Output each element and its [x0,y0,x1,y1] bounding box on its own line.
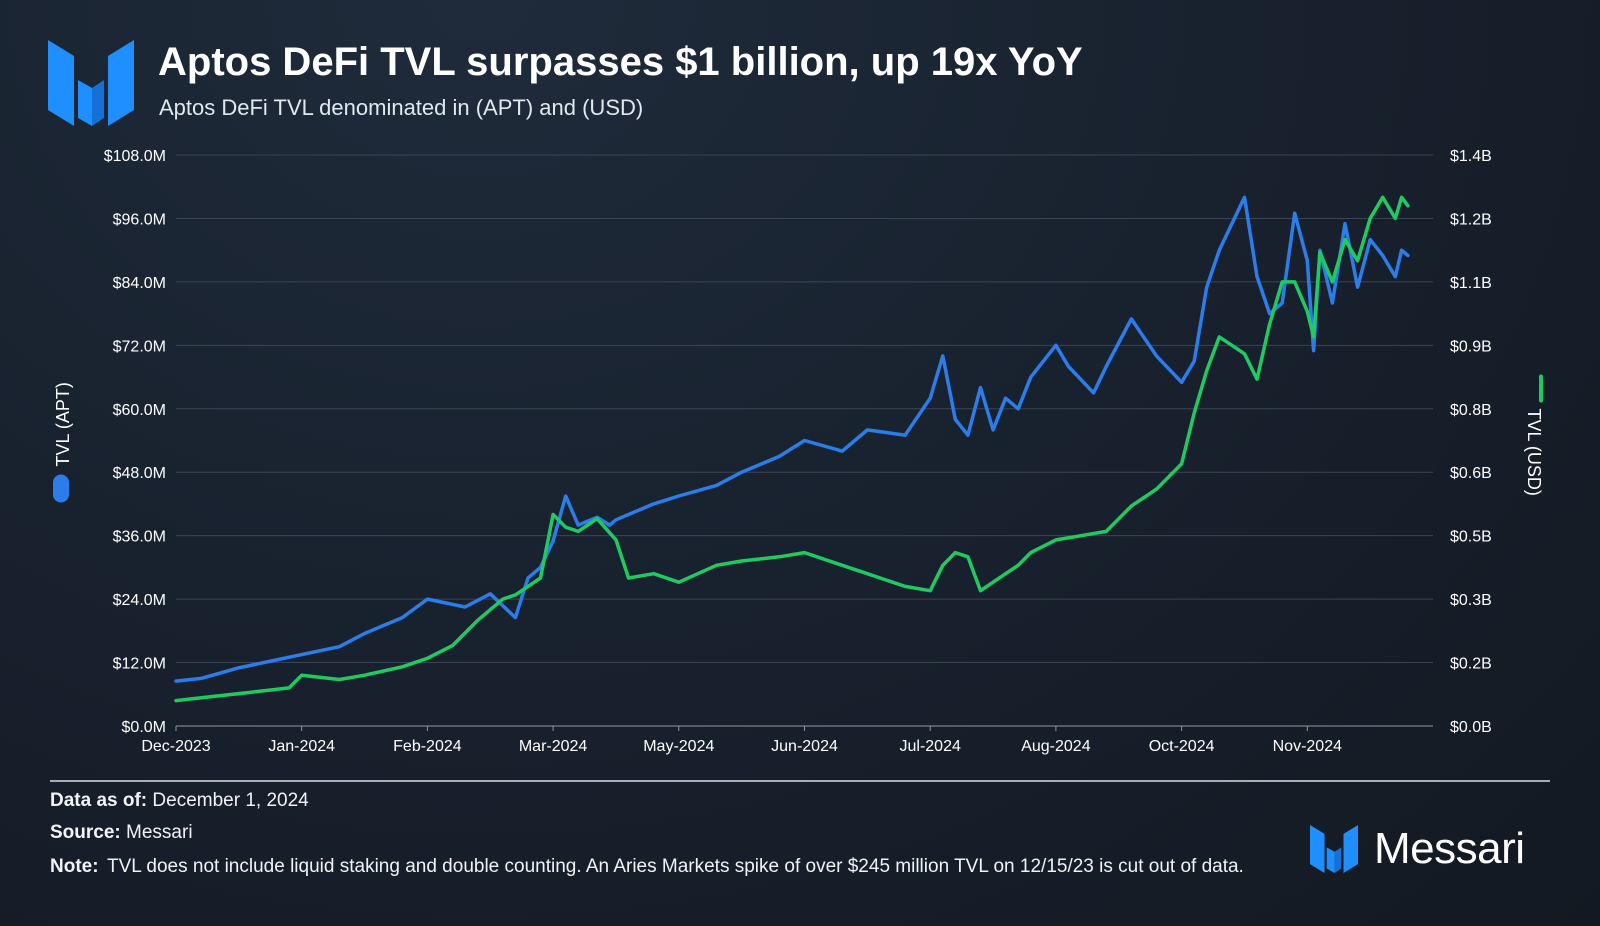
y-left-axis-title: TVL (APT) [53,382,73,503]
y-left-tick-label: $60.0M [113,402,166,419]
y-right-tick-label: $0.8B [1450,402,1492,419]
y-right-tick-label: $0.6B [1450,465,1492,482]
y-left-tick-label: $36.0M [113,529,166,546]
legend-marker-apt [53,474,69,503]
chart-canvas: $0.0M $0.0B $12.0M $0.2B $24.0M $0.3B $36.0M $0… [53,148,1544,755]
x-tick-label: Mar-2024 [519,738,588,755]
note-text: TVL does not include liquid staking and … [107,856,1244,877]
y-right-tick-label: $1.2B [1450,211,1492,228]
source: Source: Messari [50,822,193,844]
x-tick-label: Oct-2024 [1149,738,1215,755]
chart-subtitle: Aptos DeFi TVL denominated in (APT) and … [159,95,644,120]
series-line-apt [174,195,1410,683]
x-tick-label: Aug-2024 [1021,738,1090,755]
x-tick-label: Dec-2023 [141,738,210,755]
note-label: Note: [50,856,99,877]
messari-mark-icon [1310,825,1358,873]
y-left-tick-label: $0.0M [122,719,166,736]
x-tick-label: Jul-2024 [900,738,961,755]
series-line-usd [174,195,1410,703]
y-right-tick-label: $0.3B [1450,592,1492,609]
messari-logo-icon [48,40,134,126]
x-tick-label: Feb-2024 [393,738,462,755]
brand: Messari [1310,822,1525,876]
note: Note: TVL does not include liquid stakin… [50,853,1310,881]
y-left-tick-label: $12.0M [113,656,166,673]
data-as-of: Data as of: December 1, 2024 [50,790,309,812]
y-right-tick-label: $0.0B [1450,719,1492,736]
y-right-axis-title: TVL (USD) [1524,374,1544,496]
y-right-tick-label: $1.1B [1450,275,1492,292]
x-tick-label: Jan-2024 [268,738,335,755]
x-tick-label: May-2024 [643,738,714,755]
data-as-of-value: December 1, 2024 [152,790,309,811]
y-left-tick-label: $84.0M [113,275,166,292]
chart-title: Aptos DeFi TVL surpasses $1 billion, up … [158,40,1083,84]
x-tick-label: Jun-2024 [771,738,838,755]
y-right-tick-label: $0.2B [1450,656,1492,673]
footer-divider [50,780,1550,782]
y-right-tick-label: $0.9B [1450,338,1492,355]
y-left-tick-label: $24.0M [113,592,166,609]
y-right-tick-label: $1.4B [1450,148,1492,165]
y-right-tick-label: $0.5B [1450,529,1492,546]
brand-name: Messari [1374,824,1525,873]
y-left-tick-label: $72.0M [113,338,166,355]
source-label: Source: [50,822,121,843]
y-left-tick-label: $108.0M [104,148,166,165]
source-value: Messari [126,822,193,843]
y-right-axis-label: TVL (USD) [1524,409,1544,496]
data-as-of-label: Data as of: [50,790,148,811]
legend-marker-usd [1539,374,1543,403]
y-left-tick-label: $96.0M [113,211,166,228]
y-left-tick-label: $48.0M [113,465,166,482]
x-tick-label: Nov-2024 [1273,738,1342,755]
y-left-axis-label: TVL (APT) [53,382,73,466]
